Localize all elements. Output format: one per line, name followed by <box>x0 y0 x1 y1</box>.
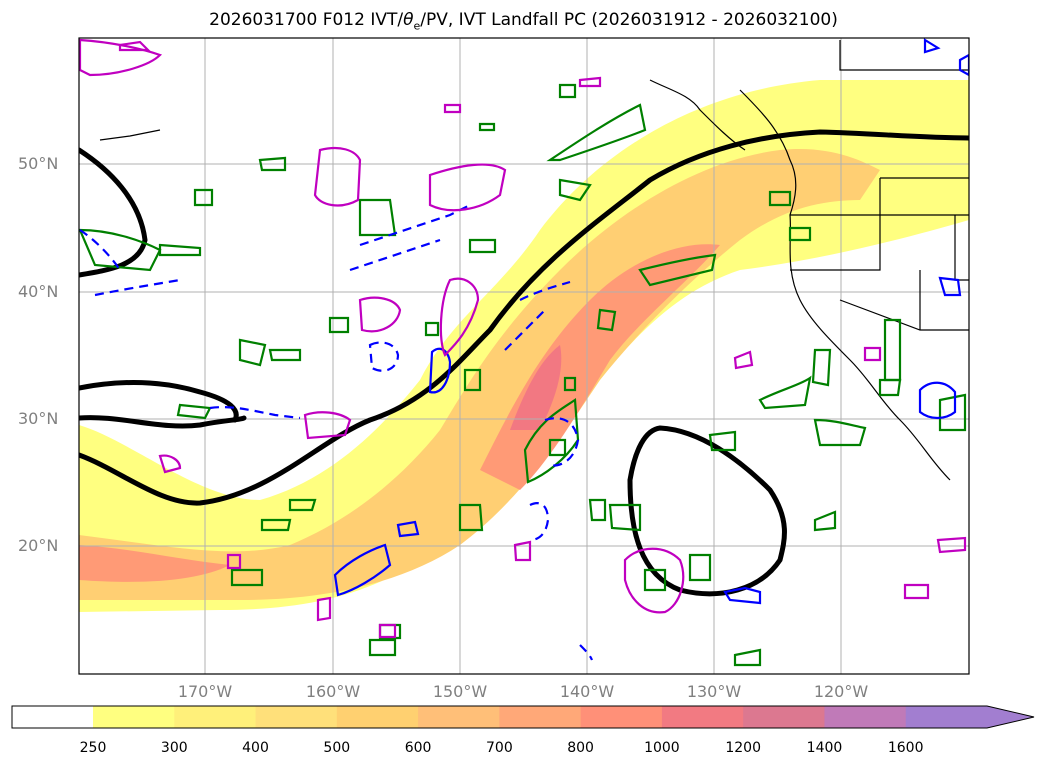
lat-label-20n: 20°N <box>18 536 59 555</box>
colorbar-tick-label: 1000 <box>644 740 680 756</box>
colorbar-tick-label: 800 <box>567 740 594 756</box>
lon-label-120w: 120°W <box>813 682 869 701</box>
colorbar-tick-label: 700 <box>486 740 513 756</box>
lat-label-50n: 50°N <box>18 154 59 173</box>
lon-label-160w: 160°W <box>305 682 361 701</box>
colorbar <box>11 705 1035 729</box>
colorbar-tick-label: 400 <box>242 740 269 756</box>
lon-label-140w: 140°W <box>559 682 615 701</box>
contour-green <box>79 83 967 667</box>
colorbar-tick-label: 250 <box>79 740 107 756</box>
colorbar-tick-label: 300 <box>160 740 188 756</box>
contour-blue <box>79 38 969 661</box>
colorbar-swatch-below <box>12 706 93 728</box>
colorbar-swatch <box>255 706 338 728</box>
ivt-filled-contour-1000 <box>510 345 562 430</box>
colorbar-swatch <box>174 706 257 728</box>
lon-label-150w: 150°W <box>432 682 488 701</box>
map-title: 2026031700 F012 IVT/θe/PV, IVT Landfall … <box>209 10 838 33</box>
colorbar-tick-label: 1200 <box>725 740 761 756</box>
plot-area <box>79 38 969 674</box>
lon-label-130w: 130°W <box>686 682 742 701</box>
colorbar-swatch <box>905 706 988 728</box>
colorbar-tick-label: 1600 <box>887 740 924 756</box>
colorbar-swatch <box>580 706 663 728</box>
ivt-filled-contour-700 <box>79 244 720 582</box>
colorbar-outline <box>11 705 1035 729</box>
colorbar-tick-label: 1400 <box>806 740 843 756</box>
lon-label-170w: 170°W <box>177 682 233 701</box>
colorbar-swatch <box>418 706 500 728</box>
colorbar-tick-label: 500 <box>323 740 351 756</box>
colorbar-tick-label: 600 <box>404 740 432 756</box>
colorbar-swatch <box>743 706 825 728</box>
lat-label-30n: 30°N <box>18 409 59 428</box>
colorbar-swatch <box>824 706 907 728</box>
contour-magenta <box>79 38 967 639</box>
colorbar-swatch <box>661 706 744 728</box>
colorbar-swatch <box>336 706 419 728</box>
lat-label-40n: 40°N <box>18 282 59 301</box>
colorbar-swatch <box>93 706 175 728</box>
colorbar-swatch <box>499 706 582 728</box>
plot-frame <box>78 37 970 675</box>
coastline <box>99 40 969 481</box>
colorbar-extend-arrow <box>987 706 1034 728</box>
